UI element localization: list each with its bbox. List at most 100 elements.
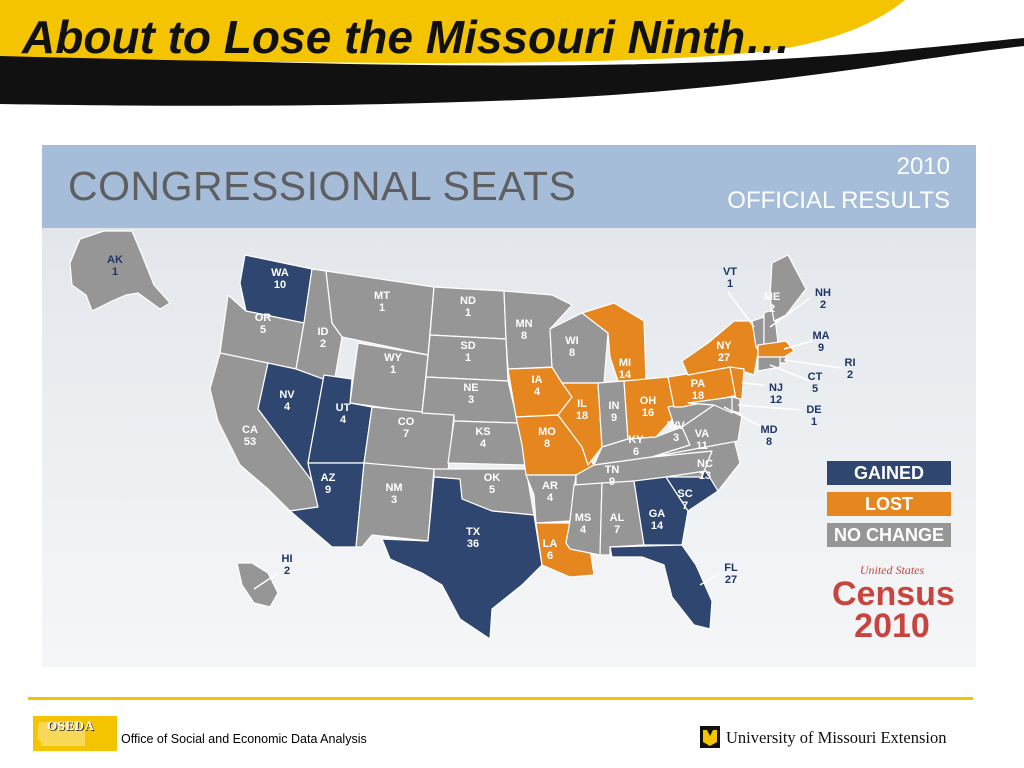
label-WV: WV 3 xyxy=(667,420,685,444)
callout-line-RI xyxy=(783,359,843,369)
label-FL: FL 27 xyxy=(724,562,738,586)
state-AK xyxy=(69,230,171,312)
missouri-state-icon xyxy=(37,722,85,746)
label-MT: MT 1 xyxy=(374,290,390,314)
label-AL: AL 7 xyxy=(610,512,625,536)
label-UT: UT 4 xyxy=(336,402,351,426)
label-DE: DE 1 xyxy=(806,404,821,428)
label-WI: WI 8 xyxy=(565,335,578,359)
label-IA: IA 4 xyxy=(532,374,543,398)
census-logo-word: Census xyxy=(832,575,955,613)
state-AR xyxy=(525,474,577,524)
label-RI: RI 2 xyxy=(845,357,856,381)
label-AR: AR 4 xyxy=(542,480,558,504)
label-CT: CT 5 xyxy=(808,371,823,395)
map-year: 2010 xyxy=(896,153,950,180)
state-FL xyxy=(609,544,713,630)
label-HI: HI 2 xyxy=(282,553,293,577)
callout-line-FL xyxy=(699,572,721,586)
legend-no-change: NO CHANGE xyxy=(827,523,951,547)
mizzou-shield-icon xyxy=(700,726,720,748)
banner-black-swoosh xyxy=(0,38,1024,106)
label-PA: PA 18 xyxy=(691,378,706,402)
label-MN: MN 8 xyxy=(515,318,532,342)
label-NM: NM 3 xyxy=(385,482,402,506)
label-WA: WA 10 xyxy=(271,267,289,291)
label-VT: VT 1 xyxy=(723,266,737,290)
label-NC: NC 13 xyxy=(697,458,713,482)
census-2010-logo: United States Census 2010 xyxy=(832,563,955,645)
callout-line-DE xyxy=(737,404,803,411)
label-AZ: AZ 9 xyxy=(321,472,336,496)
callout-line-MD xyxy=(723,406,763,428)
map-panel: CONGRESSIONAL SEATS 2010 OFFICIAL RESULT… xyxy=(42,145,976,667)
legend: GAINED LOST NO CHANGE xyxy=(827,461,951,554)
state-GA xyxy=(633,476,689,546)
label-MD: MD 8 xyxy=(760,424,777,448)
um-extension-name: University of Missouri Extension xyxy=(726,728,947,747)
map-subheading: OFFICIAL RESULTS xyxy=(727,187,950,214)
state-OH xyxy=(623,376,679,440)
state-MT xyxy=(325,270,435,356)
callout-line-NJ xyxy=(741,382,765,386)
state-HI xyxy=(236,562,279,608)
census-logo-year: 2010 xyxy=(854,607,930,645)
callout-line-MA xyxy=(783,340,813,350)
label-NE: NE 3 xyxy=(463,382,478,406)
callout-lines xyxy=(253,291,843,590)
label-NH: NH 2 xyxy=(815,287,831,311)
banner-yellow-swoosh xyxy=(0,0,905,63)
census-logo-top: United States xyxy=(859,563,925,577)
label-GA: GA 14 xyxy=(649,508,666,532)
label-ID: ID 2 xyxy=(318,326,329,350)
us-map: AK 1 HI 2 WA 10 OR 5 CA 53 NV 4 ID 2 MT 1 WY 1 UT… xyxy=(69,230,856,640)
map-heading: CONGRESSIONAL SEATS xyxy=(68,163,577,209)
callout-line-CT xyxy=(769,364,811,382)
callout-line-VT xyxy=(727,291,755,328)
label-CO: CO 7 xyxy=(398,416,415,440)
label-LA: LA 6 xyxy=(543,538,558,562)
callout-line-HI xyxy=(253,572,279,590)
state-MD xyxy=(687,396,733,414)
label-MI: MI 14 xyxy=(619,357,632,381)
label-OR: OR 5 xyxy=(255,312,272,336)
label-TX: TX 36 xyxy=(466,526,481,550)
legend-lost: LOST xyxy=(827,492,951,516)
map-header: CONGRESSIONAL SEATS 2010 OFFICIAL RESULT… xyxy=(42,145,976,228)
label-ND: ND 1 xyxy=(460,295,476,319)
label-MS: MS 4 xyxy=(575,512,592,536)
label-KY: KY 6 xyxy=(628,434,644,458)
state-labels: AK 1 HI 2 WA 10 OR 5 CA 53 NV 4 ID 2 MT 1 WY 1 UT… xyxy=(107,254,855,586)
footer-rule xyxy=(28,697,973,700)
label-IN: IN 9 xyxy=(609,400,620,424)
banner-black-streak xyxy=(820,42,1024,62)
callout-line-NH xyxy=(769,297,811,328)
label-MA: MA 9 xyxy=(812,330,829,354)
label-MO: MO 8 xyxy=(538,426,556,450)
label-NJ: NJ 12 xyxy=(769,382,783,406)
state-MA xyxy=(757,340,795,358)
label-VA: VA 11 xyxy=(695,428,710,452)
label-KS: KS 4 xyxy=(475,426,490,450)
legend-gained: GAINED xyxy=(827,461,951,485)
title-banner xyxy=(0,0,1024,106)
label-IL: IL 18 xyxy=(576,398,588,422)
oseda-logo-text: OSEDA xyxy=(47,718,95,733)
label-NY: NY 27 xyxy=(716,340,732,364)
state-CT xyxy=(757,356,781,372)
label-SC: SC 7 xyxy=(677,488,692,512)
label-WY: WY 1 xyxy=(384,352,402,376)
state-NC xyxy=(651,438,741,492)
label-ME: ME 2 xyxy=(764,291,781,315)
state-NJ xyxy=(729,366,745,400)
label-OH: OH 16 xyxy=(640,395,657,419)
oseda-name: Office of Social and Economic Data Analy… xyxy=(121,732,367,746)
label-CA: CA 53 xyxy=(242,424,258,448)
label-NV: NV 4 xyxy=(279,389,295,413)
oseda-logo: OSEDA xyxy=(33,716,117,751)
label-AK: AK 1 xyxy=(107,254,123,278)
state-TX xyxy=(381,476,543,640)
state-ME xyxy=(769,254,807,322)
label-OK: OK 5 xyxy=(484,472,501,496)
slide-title: About to Lose the Missouri Ninth… xyxy=(22,11,792,63)
